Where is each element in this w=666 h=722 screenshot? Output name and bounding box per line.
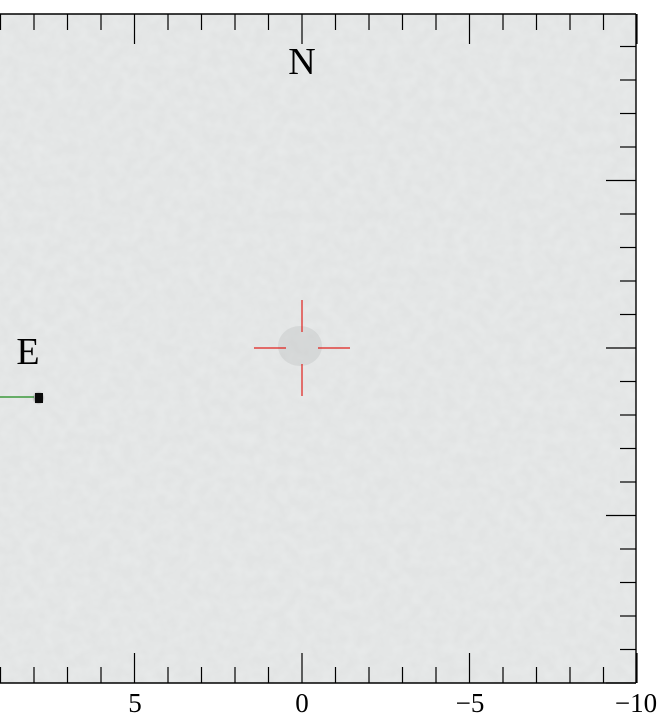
- north-label: N: [288, 41, 315, 83]
- x-tick-label: −10: [615, 688, 657, 717]
- x-tick-label: 0: [295, 688, 309, 717]
- tick-marks: [0, 14, 638, 684]
- east-label: E: [16, 331, 39, 373]
- x-axis-labels: 5 0 −5 −10: [128, 688, 657, 718]
- x-tick-label: 5: [128, 688, 142, 717]
- bright-source: [0, 391, 45, 405]
- target-crosshair: [254, 300, 350, 396]
- x-tick-label: −5: [456, 688, 485, 717]
